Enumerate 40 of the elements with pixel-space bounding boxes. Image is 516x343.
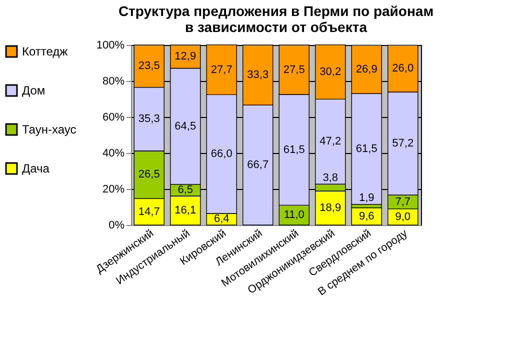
text: в зависимости от объекта	[185, 19, 367, 35]
data-label: 11,0	[284, 209, 304, 222]
data-label: 7,7	[395, 196, 411, 208]
data-label: 1,9	[358, 192, 374, 204]
data-label: 27,5	[283, 64, 305, 76]
data-label: 30,2	[320, 66, 342, 78]
legend-label: Дом	[22, 84, 46, 98]
y-tick-label: 80%	[102, 76, 125, 88]
legend-label: Таун-хаус	[22, 122, 76, 136]
data-label: 23,5	[138, 60, 160, 72]
data-label: 6,4	[214, 213, 230, 226]
data-label: 12,9	[174, 50, 196, 63]
data-label: 26,9	[356, 63, 378, 76]
data-label: 33,3	[247, 68, 269, 81]
y-tick-label: 20%	[102, 184, 125, 196]
data-label: 35,3	[138, 113, 160, 126]
y-tick-label: 0%	[108, 220, 125, 232]
legend-label: Коттедж	[22, 44, 68, 58]
data-label: 57,2	[392, 137, 414, 150]
data-label: 26,5	[138, 168, 160, 181]
data-label: 16,1	[174, 204, 196, 217]
data-label: 9,6	[358, 210, 374, 222]
data-label: 47,2	[320, 136, 342, 148]
data-label: 61,5	[283, 144, 305, 156]
y-tick-label: 60%	[102, 112, 125, 124]
data-label: 6,5	[178, 184, 194, 196]
data-label: 18,9	[320, 202, 342, 214]
data-label: 3,8	[322, 172, 338, 184]
data-label: 66,7	[247, 158, 269, 171]
data-label: 66,0	[210, 148, 232, 160]
y-tick-label: 40%	[102, 148, 125, 160]
legend-label: Дача	[22, 162, 50, 176]
y-tick-label: 100%	[96, 40, 125, 52]
data-label: 61,5	[356, 142, 378, 155]
data-label: 26,0	[392, 62, 414, 75]
data-label: 64,5	[174, 120, 196, 132]
data-label: 14,7	[138, 206, 160, 218]
text: Структура предложения в Перми по районам	[118, 3, 434, 19]
data-label: 27,7	[210, 64, 232, 76]
data-label: 9,0	[395, 210, 411, 223]
